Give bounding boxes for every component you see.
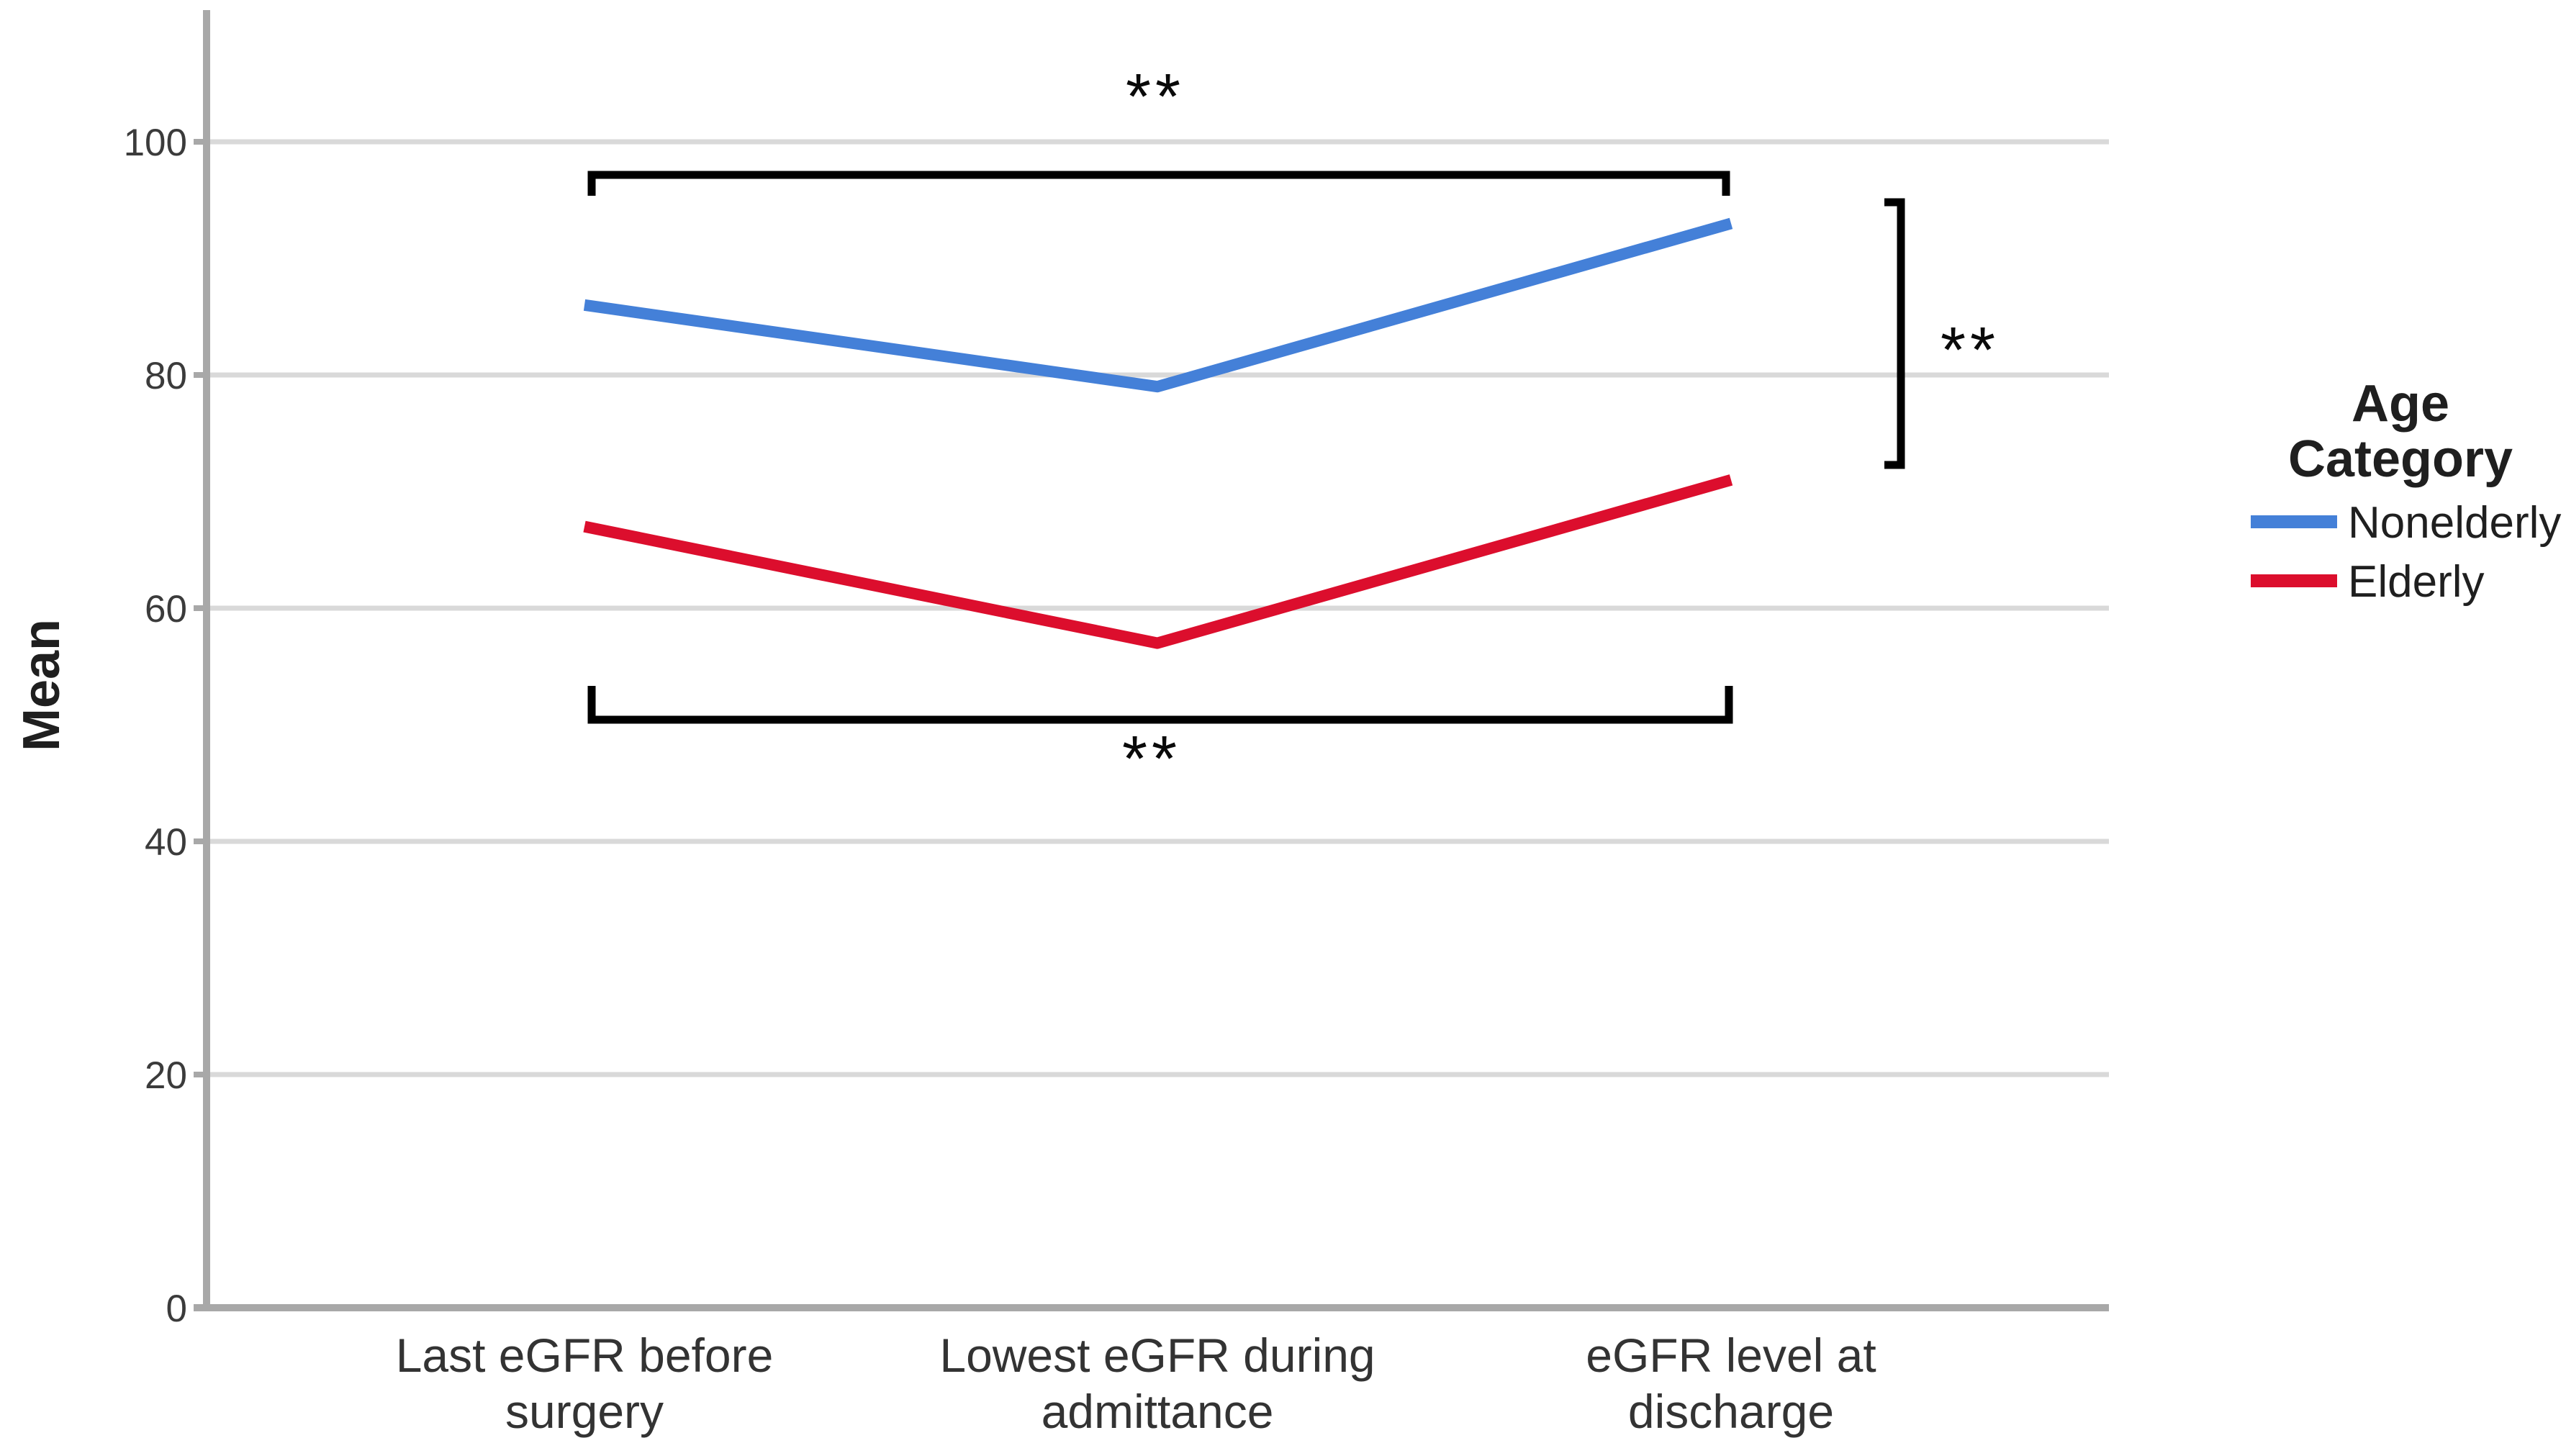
y-tick-label-0: 0 [166, 1288, 187, 1330]
y-tick-label-60: 60 [145, 588, 187, 630]
x-category-label: Last eGFR before [396, 1329, 774, 1382]
bottom-significance-bracket [587, 686, 1733, 724]
gridlines [194, 139, 2109, 1311]
x-category-label: discharge [1628, 1385, 1834, 1438]
significance-annotations: ** ** ** [1122, 61, 2000, 795]
bottom-significance-stars: ** [1122, 723, 1181, 795]
top-significance-bracket [587, 171, 1730, 196]
axes [194, 10, 2109, 1311]
y-tick-label-100: 100 [124, 122, 187, 164]
x-category-label: Lowest eGFR during [939, 1329, 1375, 1382]
legend: Age Category Nonelderly Elderly [2251, 375, 2561, 607]
right-significance-bracket [1884, 198, 1905, 469]
legend-title-line2: Category [2288, 430, 2513, 488]
top-significance-stars: ** [1126, 61, 1185, 133]
series-line-nonelderly [583, 217, 1733, 393]
series-lines [583, 217, 1733, 649]
legend-items: Nonelderly Elderly [2251, 498, 2561, 607]
legend-label-nonelderly: Nonelderly [2348, 498, 2561, 548]
y-tick-label-40: 40 [145, 821, 187, 864]
y-tick-labels: 0 20 40 60 80 100 [124, 122, 187, 1330]
legend-title-line1: Age [2352, 375, 2449, 433]
y-tick-label-80: 80 [145, 355, 187, 397]
significance-brackets [587, 171, 1905, 724]
series-line-elderly [583, 474, 1733, 649]
x-category-label: admittance [1042, 1385, 1274, 1438]
y-axis-title: Mean [13, 619, 71, 751]
legend-label-elderly: Elderly [2348, 557, 2485, 607]
y-tick-label-20: 20 [145, 1054, 187, 1097]
x-category-label: surgery [505, 1385, 664, 1438]
x-category-label: eGFR level at [1586, 1329, 1876, 1382]
right-significance-stars: ** [1941, 315, 2000, 386]
